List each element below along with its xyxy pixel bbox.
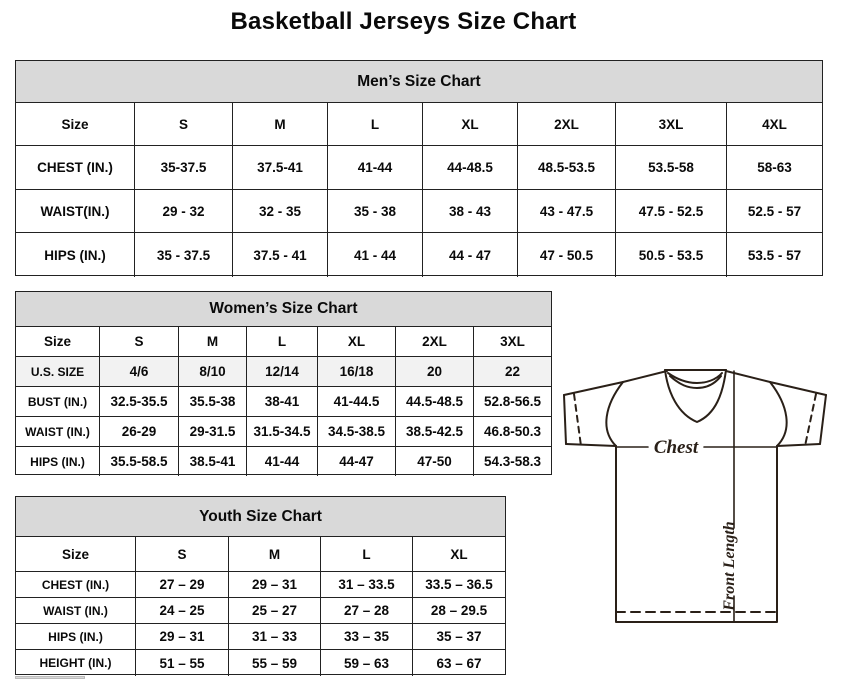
svg-text:Chest: Chest — [654, 437, 699, 458]
svg-text:Front Length: Front Length — [721, 521, 738, 611]
